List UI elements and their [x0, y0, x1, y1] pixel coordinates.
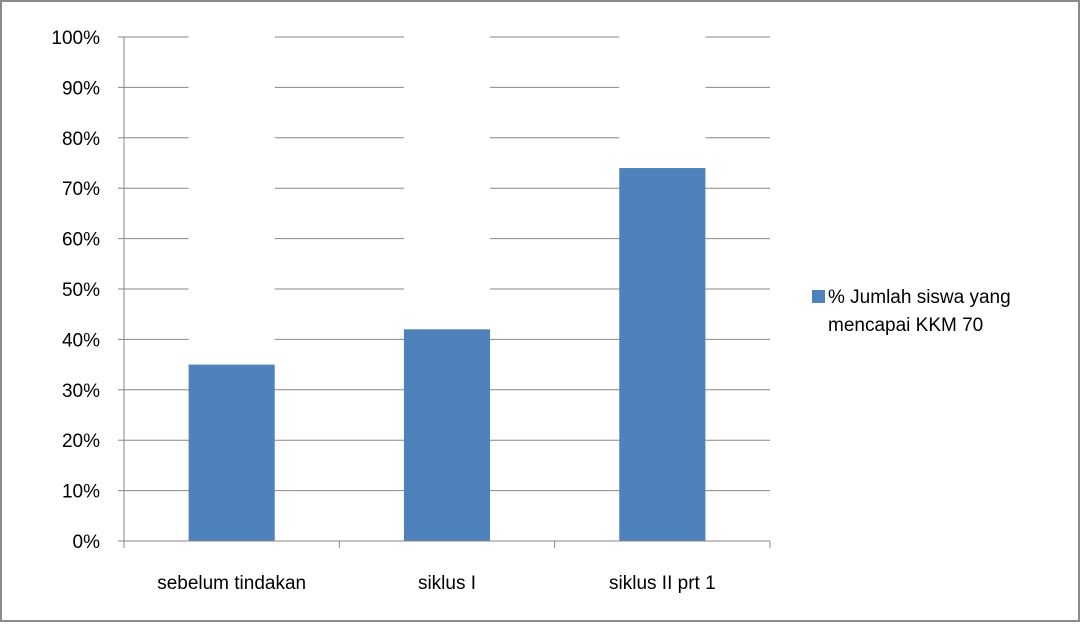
y-tick-label: 90%: [62, 78, 100, 99]
x-tick-labels: sebelum tindakan siklus I siklus II prt 1: [157, 573, 715, 594]
y-tick-label: 60%: [62, 230, 100, 251]
y-tick-labels: 0% 10% 20% 30% 40% 50% 60% 70% 80% 90% 100%: [51, 28, 100, 553]
bars: [188, 168, 706, 542]
grid-gap: [619, 36, 706, 169]
y-tick-label: 30%: [62, 381, 100, 402]
axes: [118, 36, 771, 548]
grid-gap: [403, 36, 491, 330]
y-tick-label: 80%: [62, 129, 100, 150]
grid-gap: [188, 36, 275, 365]
y-tick-label: 10%: [62, 482, 100, 503]
x-tick-label: siklus I: [418, 573, 476, 594]
bar: [619, 168, 706, 542]
y-tick-label: 20%: [62, 431, 100, 452]
legend-swatch: [812, 290, 825, 303]
y-tick-label: 0%: [73, 532, 101, 553]
legend: % Jumlah siswa yang mencapai KKM 70: [812, 287, 1011, 336]
legend-label-line: % Jumlah siswa yang: [828, 287, 1011, 308]
legend-label: % Jumlah siswa yang mencapai KKM 70: [828, 287, 1011, 336]
legend-label-line: mencapai KKM 70: [828, 315, 983, 336]
bar: [403, 329, 491, 541]
y-tick-label: 40%: [62, 330, 100, 351]
y-tick-label: 70%: [62, 179, 100, 200]
x-tick-label: sebelum tindakan: [157, 573, 306, 594]
x-tick-label: siklus II prt 1: [609, 573, 716, 594]
bar: [188, 364, 275, 541]
y-tick-label: 50%: [62, 280, 100, 301]
gridlines: [124, 36, 770, 492]
y-tick-label: 100%: [51, 28, 100, 49]
